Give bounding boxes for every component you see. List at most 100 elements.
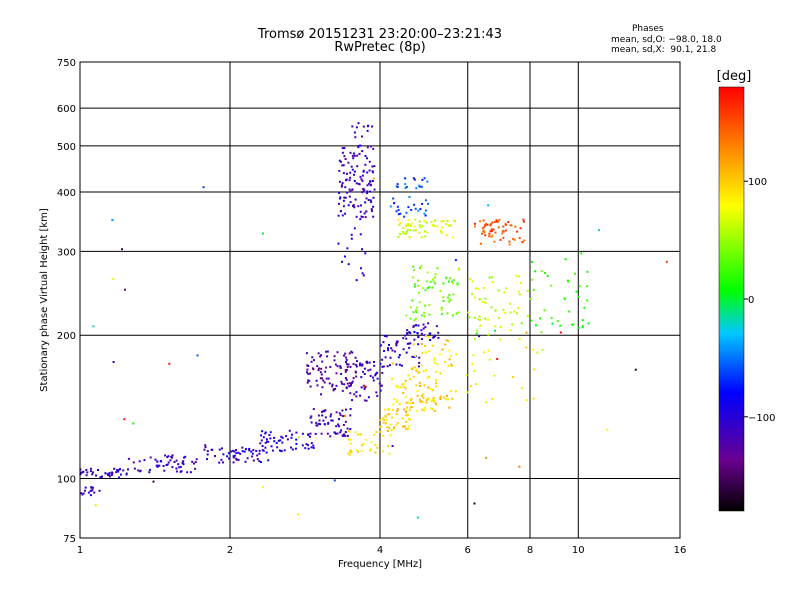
- data-point: [354, 356, 357, 359]
- data-point: [363, 399, 366, 402]
- data-point: [388, 408, 391, 411]
- data-point: [502, 236, 505, 239]
- data-point: [360, 204, 362, 207]
- data-point: [156, 460, 159, 463]
- data-point: [369, 190, 372, 193]
- data-point: [331, 385, 334, 388]
- data-point: [358, 364, 361, 367]
- chart-title: Tromsø 20151231 23:20:00–23:21:43: [257, 27, 503, 42]
- data-point: [167, 455, 170, 458]
- data-point: [404, 334, 406, 337]
- data-point: [415, 309, 417, 312]
- data-point: [335, 425, 338, 428]
- data-point: [344, 158, 347, 160]
- data-point: [400, 386, 403, 389]
- data-point: [471, 293, 474, 295]
- data-point: [370, 208, 373, 211]
- data-point: [278, 449, 281, 452]
- data-point: [370, 201, 373, 204]
- data-point: [428, 303, 431, 306]
- data-point: [402, 382, 405, 385]
- data-point: [341, 382, 343, 385]
- data-point: [634, 368, 637, 371]
- data-point: [581, 319, 584, 322]
- data-point: [340, 429, 343, 432]
- data-point: [323, 381, 326, 384]
- data-point: [430, 400, 433, 403]
- data-point: [261, 232, 264, 235]
- data-point: [388, 427, 391, 429]
- data-point: [123, 418, 126, 421]
- data-point: [386, 430, 389, 432]
- data-point: [368, 182, 370, 185]
- data-point: [522, 220, 525, 223]
- data-point: [108, 472, 111, 475]
- data-point: [486, 318, 489, 321]
- data-point: [348, 188, 351, 191]
- data-point: [418, 381, 421, 384]
- data-point: [362, 370, 364, 373]
- data-point: [504, 223, 507, 226]
- data-point: [502, 225, 505, 228]
- data-point: [392, 408, 395, 411]
- data-point: [475, 383, 478, 385]
- data-point: [127, 457, 130, 460]
- data-point: [276, 446, 279, 449]
- data-point: [586, 270, 589, 273]
- data-point: [312, 446, 315, 449]
- data-point: [413, 331, 416, 333]
- data-point: [499, 326, 502, 329]
- data-point: [493, 240, 496, 243]
- data-point: [389, 205, 392, 208]
- data-point: [374, 451, 377, 454]
- data-point: [403, 215, 406, 218]
- data-point: [448, 349, 451, 352]
- data-point: [206, 453, 209, 456]
- data-point: [475, 332, 478, 335]
- data-point: [474, 222, 476, 225]
- data-point: [193, 462, 195, 465]
- data-point: [396, 421, 399, 424]
- data-point: [353, 170, 356, 173]
- data-point: [497, 289, 500, 292]
- data-point: [322, 379, 325, 382]
- data-point: [344, 434, 347, 437]
- data-point: [424, 304, 427, 307]
- data-point: [368, 361, 371, 364]
- data-point: [536, 351, 539, 354]
- data-point: [407, 218, 410, 221]
- data-point: [432, 280, 435, 283]
- data-point: [474, 296, 477, 299]
- data-point: [381, 417, 384, 420]
- data-point: [307, 379, 310, 382]
- data-point: [385, 422, 388, 425]
- data-point: [360, 386, 363, 389]
- data-point: [420, 332, 423, 335]
- x-tick-label: 10: [572, 545, 585, 556]
- data-point: [455, 312, 458, 315]
- data-point: [232, 461, 235, 464]
- data-point: [491, 281, 494, 284]
- data-point: [356, 165, 359, 168]
- data-point: [427, 336, 430, 339]
- data-point: [344, 370, 347, 373]
- data-point: [409, 229, 412, 231]
- data-point: [574, 272, 576, 275]
- data-point: [556, 320, 559, 323]
- data-point: [366, 129, 369, 132]
- data-point: [448, 358, 451, 361]
- data-point: [315, 421, 318, 424]
- data-point: [340, 380, 343, 383]
- data-point: [478, 315, 481, 318]
- data-point: [85, 474, 88, 477]
- data-point: [425, 401, 428, 404]
- data-point: [117, 469, 120, 471]
- data-point: [233, 450, 236, 453]
- data-point: [390, 429, 393, 432]
- data-point: [447, 296, 449, 299]
- data-point: [491, 276, 494, 279]
- data-point: [362, 187, 365, 190]
- data-point: [440, 220, 443, 223]
- data-point: [304, 447, 307, 450]
- data-point: [408, 196, 411, 198]
